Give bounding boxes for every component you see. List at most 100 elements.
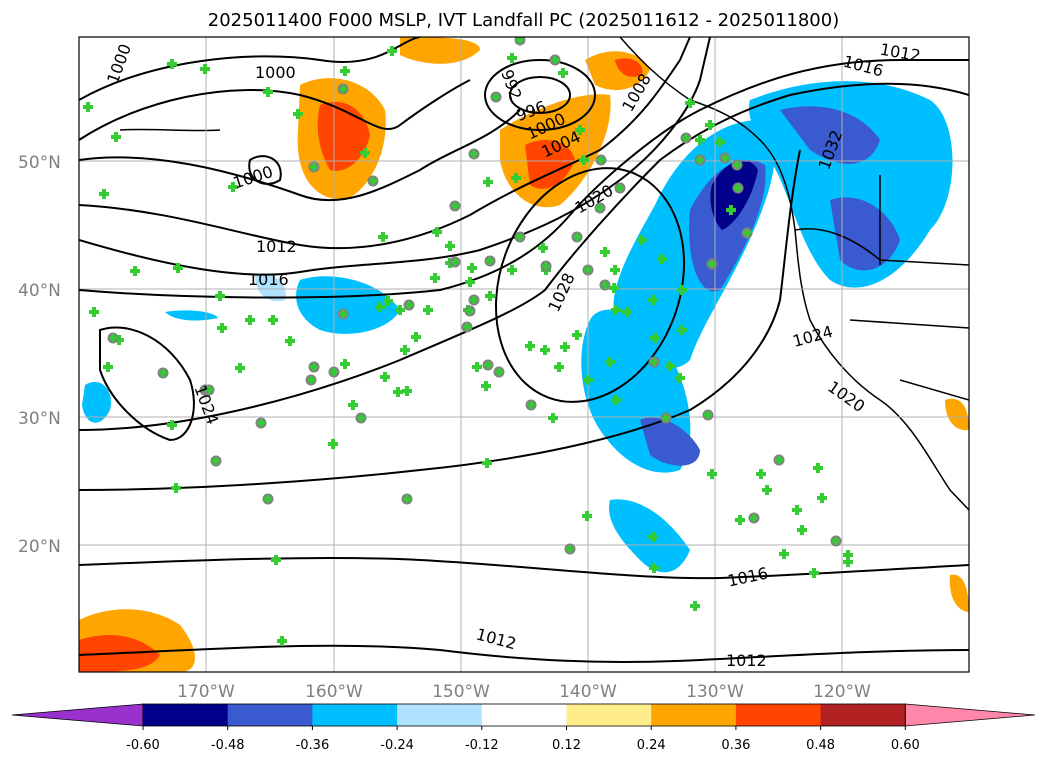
station-plus-marker [495, 368, 503, 376]
station-plus-marker [310, 163, 318, 171]
station-plus-marker [622, 307, 632, 317]
station-plus-marker [649, 563, 659, 573]
station-plus-marker [572, 330, 582, 340]
station-plus-marker [750, 514, 758, 522]
station-plus-marker [200, 64, 210, 74]
station-plus-marker [809, 568, 819, 578]
contour-label: 1012 [726, 651, 767, 670]
station-plus-marker [715, 137, 725, 147]
station-plus-marker [756, 469, 766, 479]
station-plus-marker [387, 46, 397, 56]
station-plus-marker [779, 549, 789, 559]
negative-ivt-shading [82, 81, 953, 573]
station-plus-marker [542, 262, 550, 270]
station-plus-marker [584, 266, 592, 274]
station-plus-marker [472, 362, 482, 372]
latitude-label: 20°N [18, 537, 61, 557]
station-plus-marker [167, 59, 177, 69]
station-plus-marker [792, 505, 802, 515]
colorbar-tick-label: 0.12 [552, 738, 581, 753]
station-plus-marker [217, 323, 227, 333]
station-plus-marker [548, 413, 558, 423]
station-plus-marker [762, 485, 772, 495]
station-plus-marker [797, 525, 807, 535]
contour-label: 1000 [255, 63, 296, 82]
station-plus-marker [483, 177, 493, 187]
longitude-label: 160°W [305, 682, 363, 702]
station-plus-marker [665, 361, 675, 371]
station-plus-marker [540, 345, 550, 355]
station-plus-marker [843, 557, 853, 567]
station-plus-marker [813, 463, 823, 473]
station-plus-marker [527, 401, 535, 409]
station-plus-marker [114, 335, 124, 345]
station-plus-marker [470, 296, 478, 304]
station-plus-marker [470, 150, 478, 158]
station-plus-marker [293, 109, 303, 119]
station-plus-marker [507, 265, 517, 275]
positive-ivt-shading [79, 37, 969, 672]
station-plus-marker [696, 156, 704, 164]
colorbar [11, 703, 1036, 727]
station-plus-marker [705, 120, 715, 130]
station-plus-marker [402, 386, 412, 396]
station-plus-marker [357, 414, 365, 422]
station-plus-marker [775, 456, 783, 464]
station-plus-marker [482, 458, 492, 468]
colorbar-tick-label: -0.24 [380, 738, 414, 753]
station-plus-marker [83, 102, 93, 112]
station-plus-marker [492, 93, 500, 101]
station-plus-marker [423, 305, 433, 315]
station-plus-marker [257, 419, 265, 427]
latitude-label: 50°N [18, 153, 61, 173]
colorbar-tick-label: 0.60 [891, 738, 920, 753]
station-plus-marker [610, 265, 620, 275]
station-plus-marker [466, 307, 474, 315]
colorbar-segment [143, 704, 229, 726]
station-plus-marker [538, 243, 548, 253]
station-plus-marker [675, 373, 685, 383]
station-plus-marker [400, 345, 410, 355]
station-plus-marker [405, 301, 413, 309]
station-plus-marker [583, 375, 593, 385]
station-plus-marker [558, 68, 568, 78]
station-plus-marker [212, 457, 220, 465]
station-plus-marker [511, 173, 521, 183]
station-plus-marker [677, 285, 687, 295]
station-plus-marker [263, 87, 273, 97]
station-plus-marker [662, 414, 670, 422]
station-plus-marker [228, 182, 238, 192]
station-plus-marker [721, 154, 729, 162]
colorbar-segment [566, 704, 652, 726]
station-plus-marker [167, 420, 177, 430]
station-plus-marker [611, 305, 621, 315]
longitude-labels: 170°W 160°W 150°W 140°W 130°W 120°W [177, 682, 871, 702]
station-plus-marker [484, 361, 492, 369]
station-plus-marker [111, 132, 121, 142]
colorbar-tick-label: -0.12 [465, 738, 499, 753]
station-plus-marker [465, 277, 475, 287]
longitude-label: 130°W [686, 682, 744, 702]
colorbar-labels: -0.60 -0.48 -0.36 -0.24 -0.12 0.12 0.24 0.36 0.4… [126, 726, 920, 753]
station-plus-marker [485, 291, 495, 301]
station-plus-marker [507, 53, 517, 63]
colorbar-tick-label: -0.60 [126, 738, 160, 753]
colorbar-tick-label: -0.48 [211, 738, 245, 753]
station-plus-marker [310, 363, 318, 371]
station-plus-marker [650, 358, 658, 366]
station-plus-marker [393, 387, 403, 397]
station-plus-marker [271, 555, 281, 565]
station-plus-marker [348, 400, 358, 410]
station-plus-marker [525, 341, 535, 351]
station-plus-marker [596, 204, 604, 212]
station-markers [83, 37, 853, 646]
colorbar-segment [651, 704, 737, 726]
station-plus-marker [648, 295, 658, 305]
station-plus-marker [677, 325, 687, 335]
station-plus-marker [566, 545, 574, 553]
station-plus-marker [843, 550, 853, 560]
station-plus-marker [650, 333, 660, 343]
station-plus-marker [708, 260, 716, 268]
station-plus-marker [554, 362, 564, 372]
station-plus-marker [245, 315, 255, 325]
